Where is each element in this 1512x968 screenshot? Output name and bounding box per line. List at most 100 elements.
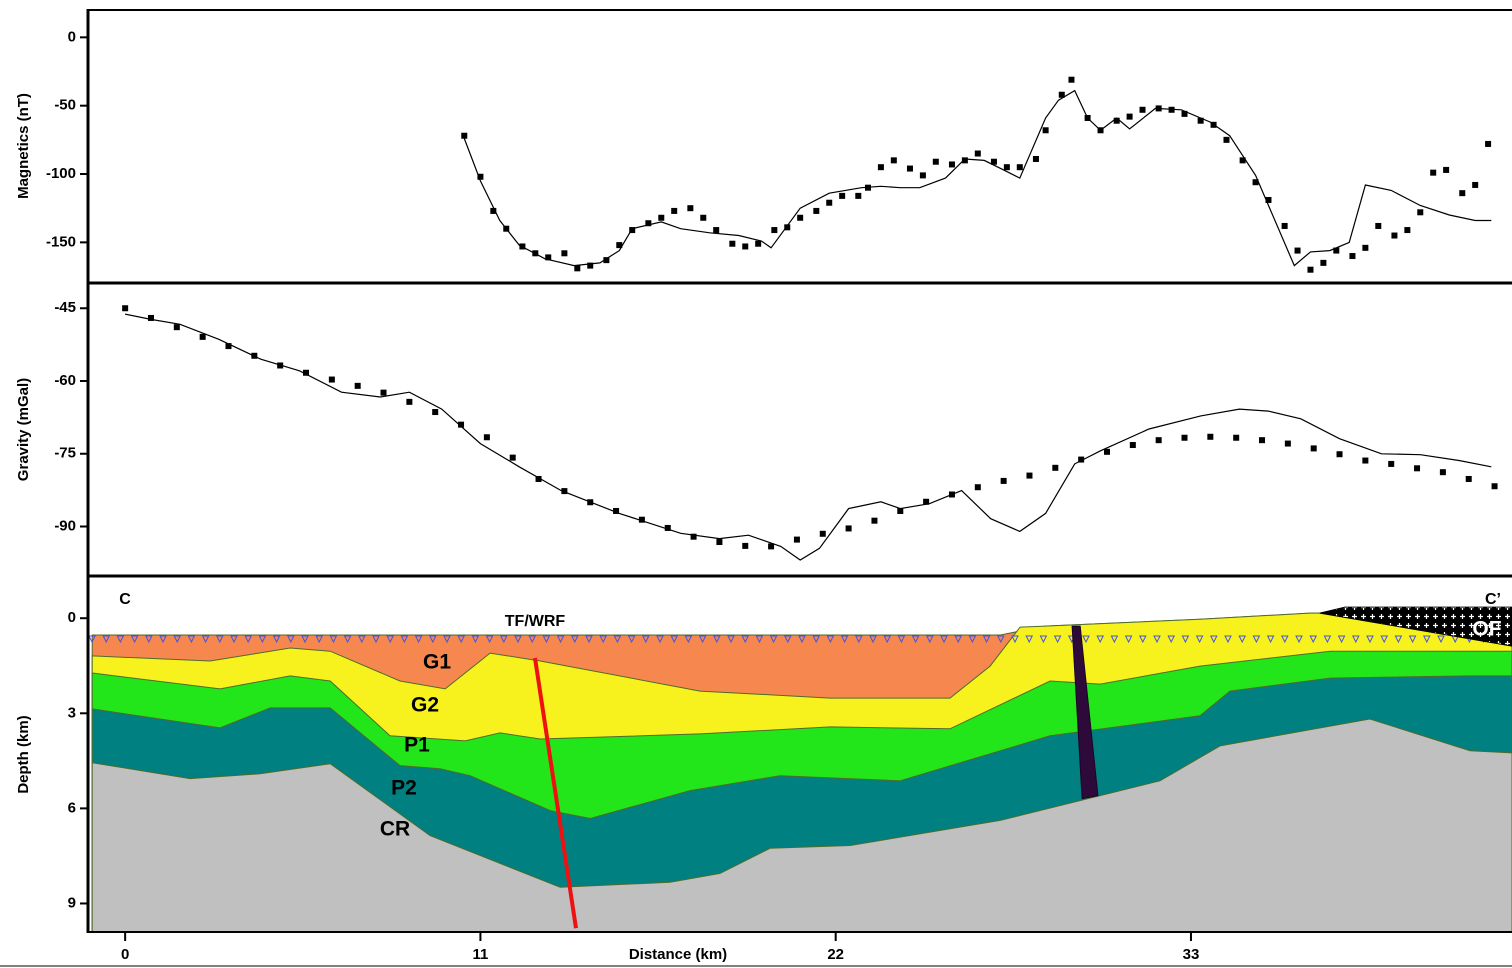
page: Magnetic and gravity profile with geolog…: [0, 0, 1512, 968]
y-tick-label: -100: [46, 165, 76, 182]
observed-point: [1282, 223, 1288, 229]
observed-point: [1466, 476, 1472, 482]
observed-point: [355, 383, 361, 389]
observed-point: [771, 227, 777, 233]
observed-point: [871, 518, 877, 524]
y-tick-label: -50: [54, 97, 76, 114]
observed-point: [1033, 156, 1039, 162]
y-tick-label: -90: [54, 517, 76, 534]
observed-point: [975, 151, 981, 157]
observed-point: [1388, 461, 1394, 467]
observed-point: [742, 243, 748, 249]
observed-point: [1043, 127, 1049, 133]
observed-point: [907, 166, 913, 172]
observed-point: [1443, 167, 1449, 173]
observed-point: [561, 250, 567, 256]
profile-end-label: C: [119, 591, 131, 608]
observed-point: [1307, 267, 1313, 273]
profile-end-label: C’: [1485, 591, 1501, 608]
fault-label: TF/WRF: [505, 613, 566, 630]
observed-point: [1472, 182, 1478, 188]
observed-point: [813, 208, 819, 214]
observed-point: [891, 157, 897, 163]
observed-point: [797, 215, 803, 221]
observed-point: [658, 215, 664, 221]
y-axis-title: Gravity (mGal): [15, 378, 32, 481]
observed-point: [700, 215, 706, 221]
observed-point: [1375, 223, 1381, 229]
layer-label: CR: [380, 818, 410, 841]
observed-point: [794, 537, 800, 543]
y-tick-label: -45: [54, 299, 76, 316]
layer-label: P2: [391, 777, 417, 800]
observed-point: [1349, 253, 1355, 259]
observed-point: [461, 133, 467, 139]
observed-point: [949, 161, 955, 167]
observed-point: [1404, 227, 1410, 233]
observed-point: [1285, 441, 1291, 447]
x-axis-title: Distance (km): [629, 946, 727, 963]
layer-label: P1: [404, 734, 430, 757]
observed-point: [1026, 473, 1032, 479]
observed-point: [1337, 451, 1343, 457]
x-tick-label: 0: [121, 946, 129, 963]
observed-point: [742, 543, 748, 549]
observed-point: [975, 484, 981, 490]
y-tick-label: 6: [68, 799, 76, 816]
calculated-line: [464, 91, 1491, 266]
y-tick-label: -60: [54, 372, 76, 389]
observed-point: [1017, 164, 1023, 170]
x-tick-label: 33: [1183, 946, 1200, 963]
observed-point: [1001, 478, 1007, 484]
observed-point: [1140, 107, 1146, 113]
observed-point: [1391, 233, 1397, 239]
observed-point: [1311, 445, 1317, 451]
observed-point: [826, 200, 832, 206]
figure: Magnetics (nT)0-50-100-150Gravity (mGal)…: [0, 0, 1512, 968]
y-tick-label: 9: [68, 894, 76, 911]
observed-point: [1233, 435, 1239, 441]
observed-point: [381, 390, 387, 396]
observed-point: [1130, 442, 1136, 448]
observed-point: [933, 159, 939, 165]
observed-point: [1182, 435, 1188, 441]
observed-point: [1417, 209, 1423, 215]
y-tick-label: 0: [68, 609, 76, 626]
y-tick-label: 3: [68, 704, 76, 721]
observed-point: [329, 377, 335, 383]
section-area: [89, 607, 1512, 937]
observed-point: [920, 172, 926, 178]
cover-label: OF: [1472, 618, 1501, 641]
observed-point: [820, 531, 826, 537]
calculated-line: [125, 314, 1491, 560]
observed-point: [1440, 469, 1446, 475]
observed-point: [1068, 77, 1074, 83]
observed-point: [484, 434, 490, 440]
observed-point: [1295, 248, 1301, 254]
observed-point: [1414, 465, 1420, 471]
observed-point: [1259, 437, 1265, 443]
observed-point: [755, 241, 761, 247]
x-tick-label: 11: [472, 946, 488, 963]
observed-point: [1362, 458, 1368, 464]
observed-point: [716, 539, 722, 545]
observed-point: [1207, 434, 1213, 440]
observed-point: [1156, 437, 1162, 443]
observed-point: [713, 227, 719, 233]
observed-point: [1485, 141, 1491, 147]
observed-point: [846, 525, 852, 531]
observed-point: [1362, 245, 1368, 251]
body: {"chart_data": [ {"type": "line", "ylabe…: [0, 0, 1512, 968]
y-tick-label: -75: [54, 445, 76, 462]
layer-label: G2: [411, 694, 439, 717]
observed-point: [1223, 137, 1229, 143]
observed-point: [855, 193, 861, 199]
observed-point: [174, 324, 180, 330]
observed-point: [1052, 465, 1058, 471]
y-tick-label: 0: [68, 28, 76, 45]
observed-point: [1430, 170, 1436, 176]
x-tick-label: 22: [827, 946, 844, 963]
observed-point: [200, 334, 206, 340]
observed-point: [1492, 483, 1498, 489]
observed-point: [1459, 190, 1465, 196]
